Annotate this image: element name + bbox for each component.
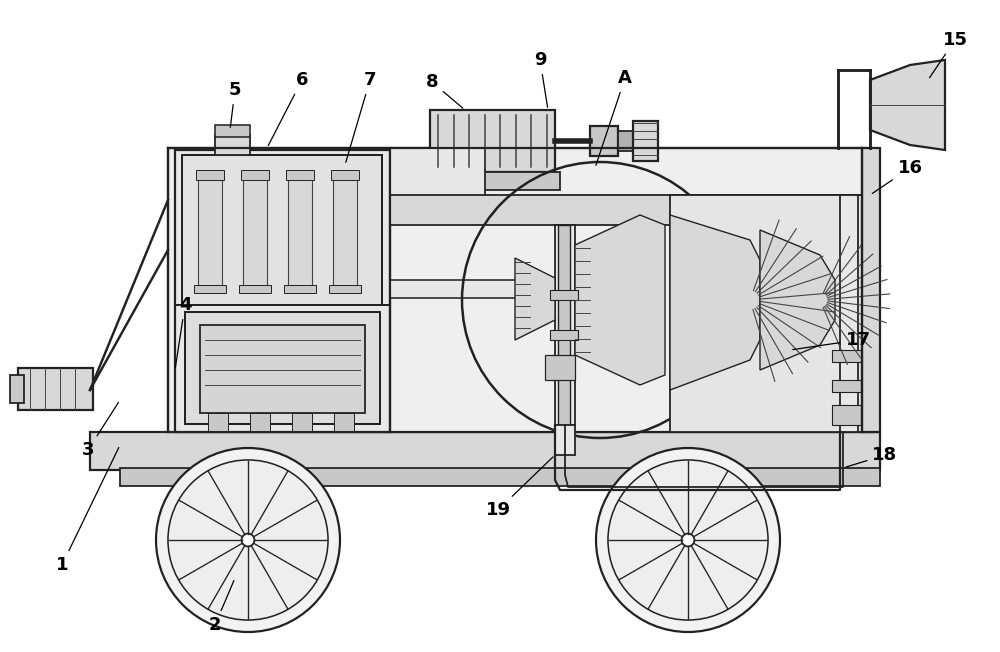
Bar — [185, 312, 380, 424]
Bar — [558, 225, 570, 425]
Bar — [215, 125, 250, 137]
Bar — [832, 405, 866, 425]
Bar — [333, 175, 357, 290]
Bar — [670, 195, 865, 432]
Bar — [832, 350, 866, 362]
Bar — [430, 110, 555, 172]
Bar — [196, 170, 224, 180]
Bar — [200, 325, 365, 413]
Circle shape — [242, 533, 254, 546]
Bar — [840, 195, 858, 432]
Bar — [555, 225, 575, 425]
Bar — [90, 432, 880, 470]
Bar — [633, 121, 658, 161]
Bar — [241, 170, 269, 180]
Bar — [550, 290, 578, 300]
Bar — [10, 375, 24, 403]
Circle shape — [682, 533, 694, 546]
Bar — [390, 195, 870, 225]
Bar — [288, 175, 312, 290]
Polygon shape — [870, 60, 945, 150]
Bar — [250, 413, 270, 431]
Text: 7: 7 — [346, 71, 376, 162]
Circle shape — [168, 460, 328, 620]
Bar — [390, 280, 555, 298]
Bar — [208, 413, 228, 431]
Bar — [425, 172, 560, 190]
Text: 5: 5 — [229, 81, 241, 127]
Polygon shape — [575, 215, 665, 385]
Text: 6: 6 — [268, 71, 308, 145]
Bar — [832, 380, 866, 392]
Bar — [329, 285, 361, 293]
Bar — [182, 155, 382, 305]
Bar — [168, 148, 872, 432]
Polygon shape — [515, 258, 555, 340]
Text: 16: 16 — [872, 159, 922, 194]
Bar — [286, 170, 314, 180]
Bar — [175, 150, 390, 432]
Polygon shape — [670, 215, 760, 390]
Circle shape — [596, 448, 780, 632]
Bar — [198, 175, 222, 290]
Text: 3: 3 — [82, 402, 119, 459]
Bar — [545, 355, 575, 380]
Bar — [550, 330, 578, 340]
Bar — [239, 285, 271, 293]
Bar — [390, 148, 485, 203]
Bar — [284, 285, 316, 293]
Bar — [292, 413, 312, 431]
Polygon shape — [760, 230, 835, 370]
Bar — [243, 175, 267, 290]
Text: 19: 19 — [486, 457, 553, 519]
Bar — [618, 131, 633, 151]
Text: 15: 15 — [930, 31, 968, 78]
Bar — [215, 135, 250, 155]
Circle shape — [608, 460, 768, 620]
Bar — [120, 468, 880, 486]
Text: 2: 2 — [209, 580, 234, 634]
Bar — [331, 170, 359, 180]
Circle shape — [156, 448, 340, 632]
Text: 1: 1 — [56, 447, 119, 574]
Text: 9: 9 — [534, 51, 548, 108]
Bar — [862, 148, 880, 432]
Text: A: A — [596, 69, 632, 166]
Bar — [194, 285, 226, 293]
Bar — [590, 126, 618, 156]
Bar — [18, 368, 93, 410]
Text: 8: 8 — [426, 73, 463, 108]
Text: 4: 4 — [175, 296, 191, 367]
Bar — [555, 425, 575, 455]
Bar — [334, 413, 354, 431]
Text: 17: 17 — [793, 331, 870, 349]
Text: 18: 18 — [846, 446, 898, 467]
